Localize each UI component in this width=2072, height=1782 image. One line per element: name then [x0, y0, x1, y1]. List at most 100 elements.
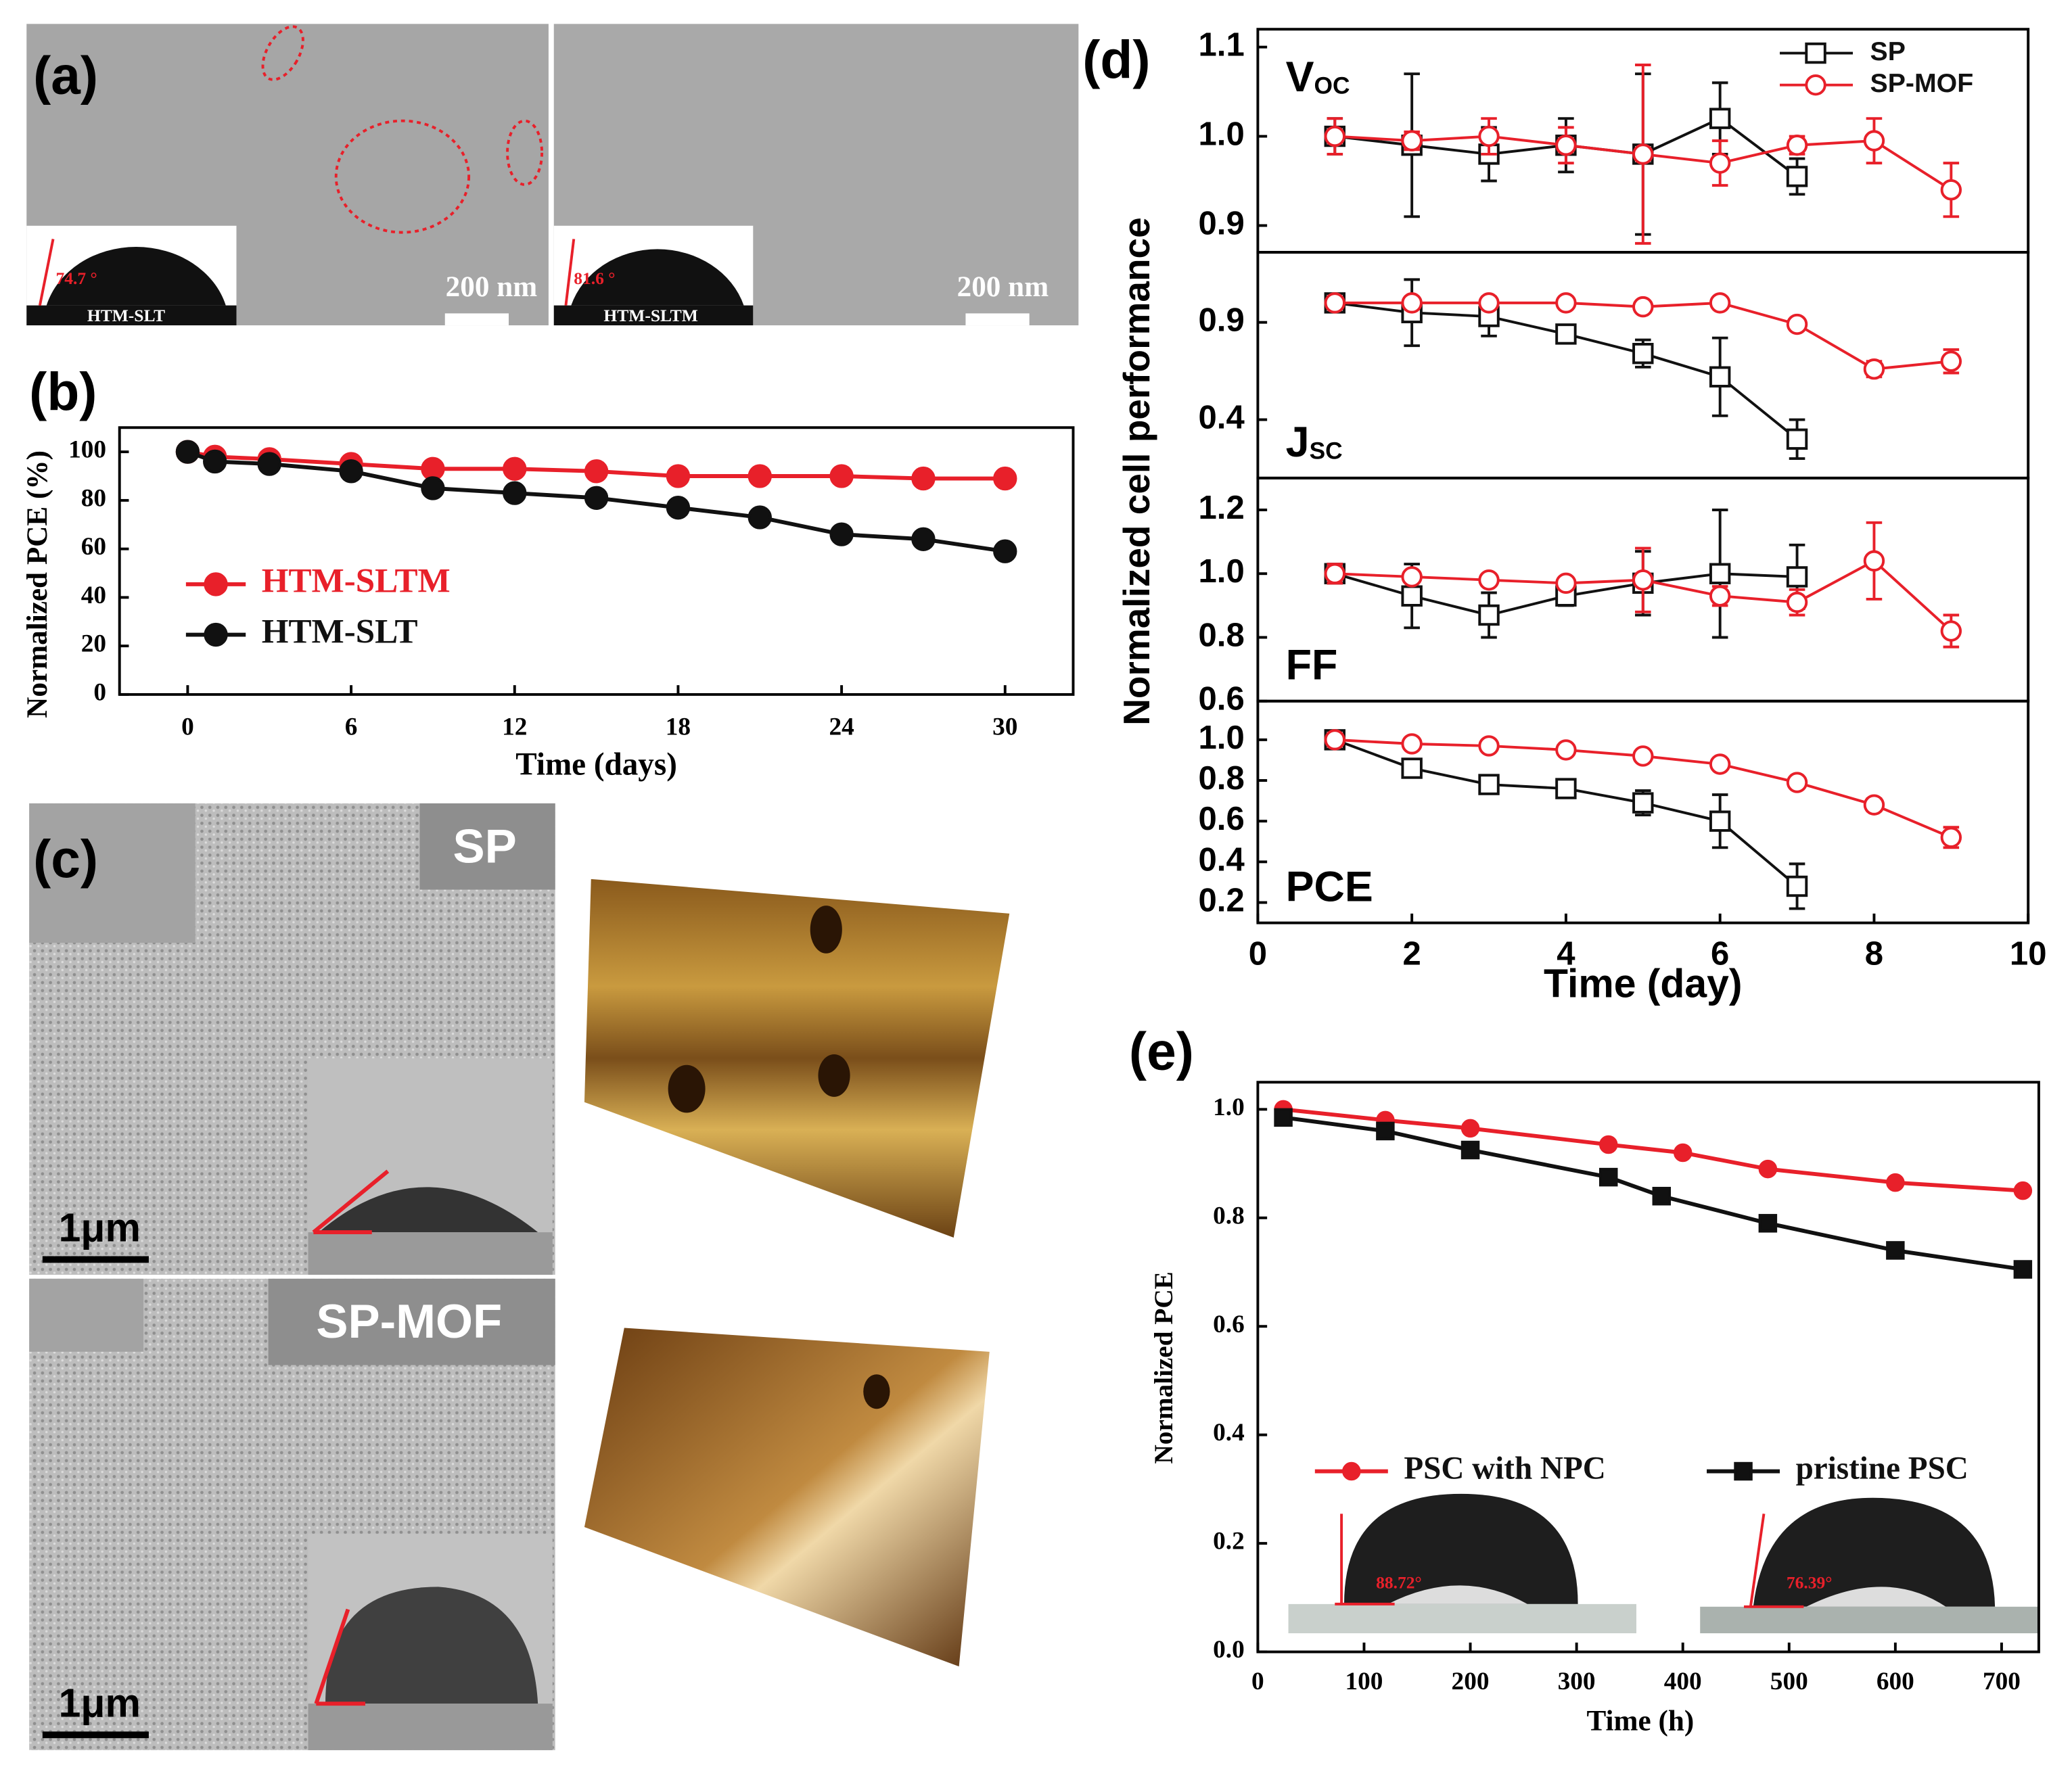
marker	[339, 459, 363, 484]
x-tick-label: 4	[1557, 936, 1575, 972]
marker	[1940, 350, 1962, 372]
marker	[1805, 42, 1826, 64]
marker	[1709, 152, 1731, 174]
marker	[1863, 794, 1885, 816]
x-tick-label: 6	[345, 713, 358, 741]
marker	[1734, 1461, 1753, 1481]
marker	[203, 449, 227, 474]
marker	[1709, 366, 1731, 388]
y-tick-label: 1.0	[1213, 1094, 1245, 1121]
marker	[1709, 753, 1731, 775]
marker	[1555, 739, 1577, 761]
marker	[1709, 292, 1731, 314]
marker	[1758, 1214, 1778, 1233]
marker	[1758, 1159, 1778, 1179]
subplot-label-main: PCE	[1286, 863, 1373, 910]
y-tick-label: 0.8	[1213, 1202, 1245, 1229]
y-axis-label: Normalized cell performance	[1115, 217, 1157, 725]
legend-label: HTM-SLT	[262, 613, 418, 651]
marker	[1478, 125, 1500, 147]
marker	[421, 476, 445, 500]
marker	[1478, 735, 1500, 757]
marker	[1709, 108, 1731, 129]
x-tick-label: 200	[1452, 1668, 1490, 1695]
marker	[1940, 179, 1962, 201]
marker	[204, 572, 228, 596]
marker	[503, 481, 527, 505]
contact-angle: 81.6 °	[574, 268, 615, 288]
marker	[1401, 292, 1423, 314]
y-tick-label: 1.2	[1199, 490, 1245, 526]
marker	[1555, 323, 1577, 345]
marker	[1786, 591, 1808, 613]
y-tick-label: 0.6	[1199, 681, 1245, 718]
marker	[1401, 757, 1423, 779]
marker	[1863, 550, 1885, 572]
marker	[1401, 566, 1423, 588]
legend-label: pristine PSC	[1796, 1451, 1969, 1486]
y-tick-label: 1.0	[1199, 553, 1245, 590]
marker	[1599, 1135, 1618, 1154]
marker	[1886, 1241, 1905, 1260]
x-tick-label: 12	[502, 713, 527, 741]
panel-label: (b)	[29, 362, 97, 421]
marker	[1632, 745, 1654, 767]
inset-label: HTM-SLTM	[603, 306, 697, 325]
marker	[1324, 125, 1345, 147]
image-tag: SP	[453, 819, 517, 872]
marker	[1786, 313, 1808, 335]
marker	[1478, 569, 1500, 591]
marker	[1555, 572, 1577, 594]
y-tick-label: 0.4	[1213, 1419, 1245, 1447]
marker	[1401, 733, 1423, 755]
y-tick-label: 80	[81, 484, 106, 512]
marker	[1786, 428, 1808, 450]
marker	[503, 456, 527, 481]
subplot-label: JSC	[1286, 418, 1343, 465]
marker	[1709, 585, 1731, 607]
marker	[1460, 1119, 1480, 1138]
x-tick-label: 8	[1865, 936, 1883, 972]
marker	[911, 466, 936, 491]
legend-label: PSC with NPC	[1404, 1451, 1605, 1486]
y-tick-label: 0.2	[1213, 1528, 1245, 1555]
plot-frame	[1256, 1081, 2040, 1654]
marker	[1274, 1108, 1293, 1127]
marker	[993, 539, 1017, 563]
marker	[1632, 569, 1654, 591]
marker	[1599, 1167, 1618, 1187]
marker	[2013, 1181, 2033, 1200]
sem-image-a	[26, 24, 1079, 326]
contact-angle: 88.72°	[1376, 1572, 1422, 1592]
panel-label: (c)	[33, 829, 98, 889]
y-tick-label: 0.6	[1213, 1311, 1245, 1338]
scale-bar-label: 200 nm	[957, 271, 1049, 303]
panel-label: (d)	[1082, 30, 1150, 89]
x-tick-label: 0	[181, 713, 194, 741]
marker	[1324, 563, 1345, 584]
marker	[1632, 792, 1654, 814]
marker	[1555, 778, 1577, 799]
subplot-label: VOC	[1286, 53, 1350, 100]
y-tick-label: 0.4	[1199, 841, 1245, 878]
marker	[1786, 566, 1808, 588]
x-axis-label: Time (day)	[1544, 962, 1742, 1006]
marker	[1478, 292, 1500, 314]
legend-label: HTM-SLTM	[262, 563, 451, 601]
x-tick-label: 400	[1664, 1668, 1702, 1695]
inset-label: HTM-SLT	[87, 306, 165, 325]
marker	[2013, 1260, 2033, 1279]
subplot-label-sub: SC	[1310, 438, 1343, 465]
x-tick-label: 10	[2010, 936, 2047, 972]
y-tick-label: 0.6	[1199, 801, 1245, 837]
y-tick-label: 0.8	[1199, 617, 1245, 653]
marker	[829, 522, 854, 546]
panel-label: (e)	[1129, 1022, 1194, 1081]
y-tick-label: 40	[81, 582, 106, 609]
subplot-label: PCE	[1286, 863, 1373, 910]
y-tick-label: 1.1	[1199, 27, 1245, 64]
legend-label: SP	[1870, 37, 1906, 66]
x-tick-label: 100	[1345, 1668, 1383, 1695]
marker	[1632, 342, 1654, 365]
